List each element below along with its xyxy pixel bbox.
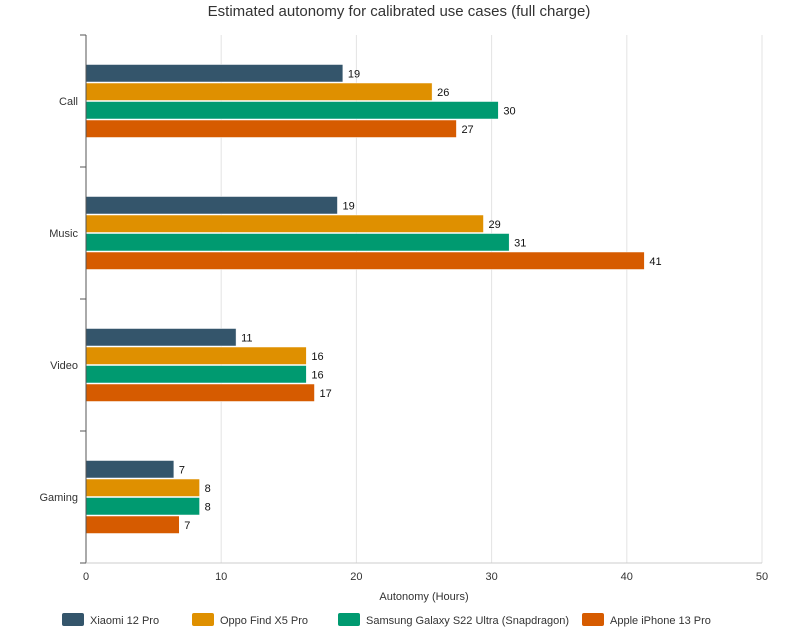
bar[interactable] — [85, 478, 200, 497]
y-category-label: Music — [49, 228, 78, 240]
bar[interactable] — [85, 101, 499, 120]
legend-swatch — [338, 613, 360, 626]
data-label: 11 — [241, 332, 252, 344]
data-label: 16 — [311, 369, 323, 381]
bar[interactable] — [85, 346, 307, 365]
data-label: 17 — [319, 388, 331, 400]
data-label: 29 — [488, 219, 500, 231]
x-tick-label: 30 — [485, 571, 497, 583]
y-category-label: Video — [50, 360, 78, 372]
bar[interactable] — [85, 196, 338, 215]
data-label: 8 — [205, 483, 211, 495]
legend-label: Apple iPhone 13 Pro — [610, 615, 711, 627]
legend-item[interactable]: Xiaomi 12 Pro — [62, 613, 159, 627]
legend-label: Xiaomi 12 Pro — [90, 615, 159, 627]
x-tick-label: 40 — [621, 571, 633, 583]
bar[interactable] — [85, 82, 433, 101]
data-label: 26 — [437, 87, 449, 99]
legend-swatch — [192, 613, 214, 626]
x-tick-label: 50 — [756, 571, 768, 583]
data-label: 31 — [514, 237, 526, 249]
data-label: 19 — [348, 68, 360, 80]
data-label: 7 — [179, 464, 185, 476]
data-label: 7 — [184, 520, 190, 532]
bar[interactable] — [85, 233, 510, 252]
data-label: 8 — [205, 501, 211, 513]
y-category-label: Call — [59, 96, 78, 108]
data-label: 41 — [649, 256, 661, 268]
x-axis-title: Autonomy (Hours) — [379, 591, 468, 603]
data-label: 27 — [461, 124, 473, 136]
bar[interactable] — [85, 497, 200, 516]
legend-item[interactable]: Samsung Galaxy S22 Ultra (Snapdragon) — [338, 613, 569, 627]
bar[interactable] — [85, 383, 315, 402]
bar[interactable] — [85, 365, 307, 384]
bar[interactable] — [85, 64, 344, 83]
x-tick-label: 0 — [83, 571, 89, 583]
legend-item[interactable]: Oppo Find X5 Pro — [192, 613, 308, 627]
y-category-label: Gaming — [39, 492, 78, 504]
legend-swatch — [62, 613, 84, 626]
bars: 19 26 30 27 19 29 31 41 11 16 16 17 7 8 8 7 — [85, 64, 662, 534]
bar[interactable] — [85, 328, 237, 347]
chart-title: Estimated autonomy for calibrated use ca… — [208, 3, 591, 20]
x-tick-label: 10 — [215, 571, 227, 583]
bar[interactable] — [85, 460, 175, 479]
data-label: 16 — [311, 351, 323, 363]
data-label: 30 — [503, 105, 515, 117]
legend-label: Samsung Galaxy S22 Ultra (Snapdragon) — [366, 615, 569, 627]
x-tick-label: 20 — [350, 571, 362, 583]
legend[interactable]: Xiaomi 12 Pro Oppo Find X5 Pro Samsung Gal… — [62, 613, 711, 627]
bar[interactable] — [85, 251, 645, 270]
axes: 0 10 20 30 40 50 Call Music Video Gaming — [39, 34, 768, 583]
legend-item[interactable]: Apple iPhone 13 Pro — [582, 613, 711, 627]
legend-label: Oppo Find X5 Pro — [220, 615, 308, 627]
legend-swatch — [582, 613, 604, 626]
bar[interactable] — [85, 119, 457, 138]
bar[interactable] — [85, 515, 180, 534]
bar[interactable] — [85, 214, 484, 233]
data-label: 19 — [342, 200, 354, 212]
